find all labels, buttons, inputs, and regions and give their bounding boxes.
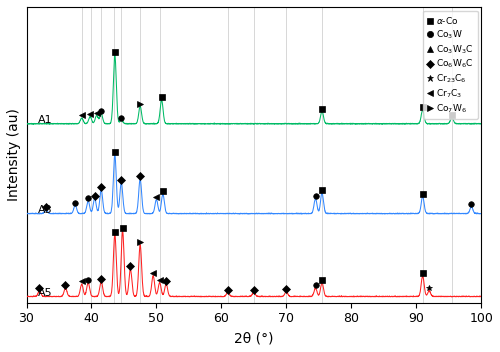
Legend: $\alpha$-Co, Co$_3$W, Co$_3$W$_3$C, Co$_6$W$_6$C, Cr$_{23}$C$_6$, Cr$_7$C$_3$, C: $\alpha$-Co, Co$_3$W, Co$_3$W$_3$C, Co$_… [423, 11, 478, 119]
Text: A3: A3 [38, 205, 53, 215]
X-axis label: 2θ (°): 2θ (°) [234, 331, 274, 345]
Text: A1: A1 [38, 115, 53, 125]
Text: A5: A5 [38, 288, 53, 298]
Y-axis label: Intensity (au): Intensity (au) [7, 108, 21, 201]
